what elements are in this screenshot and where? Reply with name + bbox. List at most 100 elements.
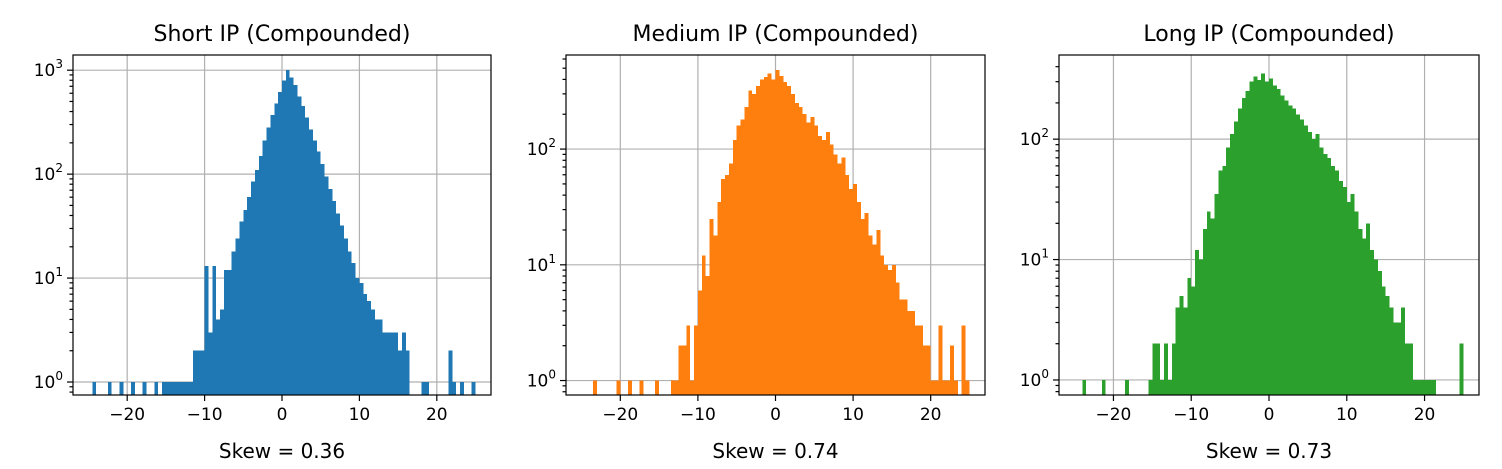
histogram-bar [378,319,383,395]
histogram-bar [347,251,352,395]
histogram-bar [849,189,854,395]
histogram-bar [1191,286,1196,395]
histogram-bar [1234,121,1238,395]
histogram-bar [1385,295,1390,395]
histogram-bar [732,139,737,395]
histogram-bar [235,238,240,395]
y-tick-label: 101 [34,265,63,289]
histogram-bar [374,319,379,395]
histogram-bar [1156,343,1161,395]
histogram-bar [822,139,826,395]
histogram-bar [1459,343,1464,395]
histogram-bar [177,382,182,395]
histogram-bar [853,183,857,395]
histogram-bar [1397,322,1402,395]
histogram-bar [775,70,780,396]
histogram-bars [92,70,476,396]
histogram-bar [1218,170,1223,395]
histogram-bar [1222,165,1227,395]
histogram-bar [895,282,900,395]
histogram-bar [1405,343,1409,395]
histogram-bar [312,140,317,395]
histogram-bar [872,244,877,395]
histogram-bar [328,188,333,395]
x-tick-label: 20 [1414,405,1436,425]
histogram-bar [405,350,410,395]
histogram-bar [1125,379,1129,395]
histogram-bar [1206,211,1211,395]
histogram-bar [1187,278,1192,395]
histogram-bar [829,144,834,395]
histogram-bar [856,201,861,395]
histogram-bar [1339,180,1343,395]
histogram-bar [868,235,873,395]
histogram-bar [1280,95,1285,395]
histogram-bar [783,81,788,395]
histogram-bar [1253,76,1258,395]
histogram-bar [694,325,698,395]
x-tick-label: −20 [109,405,145,425]
histogram-bar [911,310,916,395]
chart-title: Long IP (Compounded) [1143,22,1394,47]
histogram-bar [165,382,170,395]
histogram-bar [713,235,718,395]
histogram-bar [297,96,302,396]
histogram-bar [336,213,341,395]
histogram-bar [639,380,644,395]
histogram-bar [915,325,920,395]
histogram-bar [825,132,830,396]
histogram-bar [1304,125,1308,395]
histogram-bar [709,218,714,395]
histogram-bar [759,79,764,396]
histogram-bar [131,382,135,395]
histogram-bar [355,278,360,395]
histogram-bar [1307,131,1312,395]
histogram-bar [1183,307,1188,395]
histogram-bar [690,380,695,395]
histogram-bar [950,345,954,395]
histogram-bar [421,382,426,395]
histogram-bar [1179,295,1184,395]
histogram-bar [814,125,819,396]
histogram-bar [1082,379,1087,395]
histogram-bar [728,163,733,395]
x-tick-label: −10 [680,405,716,425]
histogram-bar [1319,147,1324,395]
histogram-bar [471,382,476,395]
histogram-bar [262,140,267,395]
x-tick-label: −20 [602,405,638,425]
x-tick-label: 0 [277,405,288,425]
histogram-bar [1335,170,1339,395]
histogram-bar [189,382,193,395]
histogram-bar [1175,307,1180,395]
histogram-bar [1409,343,1413,395]
y-axis: 100 101 102 103 [34,57,73,393]
histogram-bar [1292,108,1297,396]
histogram-bar [880,255,885,395]
histogram-bar [616,380,621,395]
y-tick-label: 100 [1020,367,1049,391]
histogram-bar [316,151,321,395]
histogram-bar [705,276,710,395]
histogram-bar [251,181,255,395]
histogram-bar [1346,202,1351,395]
histogram-bar [367,301,372,395]
histogram-bar [926,345,931,395]
histogram-bar [1257,80,1262,395]
histogram-bar [119,382,124,395]
y-axis: 100 101 102 [527,58,566,393]
histogram-bar [686,325,691,395]
histogram-bar [208,332,213,395]
histogram-bar [1311,139,1316,395]
histogram-bar [794,103,799,395]
histogram-bar [919,325,923,395]
x-tick-label: 10 [842,405,864,425]
histogram-bar [309,129,313,396]
histogram-bar [678,345,683,395]
histogram-bar [243,210,248,395]
histogram-bar [907,310,912,395]
histogram-bar [697,290,702,395]
histogram-bar [670,380,675,395]
histogram-bar [791,93,795,396]
